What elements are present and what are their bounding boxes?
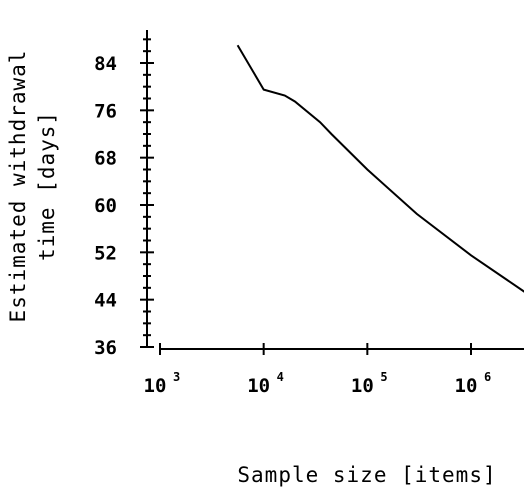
series-line-1 (236, 44, 524, 293)
y-tick-label-76: 76 (94, 100, 117, 122)
x-tick-base: 10 (247, 375, 270, 397)
x-tick-label-1e4: 10 4 (247, 370, 284, 397)
y-tick-label-36: 36 (94, 337, 117, 359)
plot-area (236, 44, 524, 293)
x-tick-base: 10 (351, 375, 374, 397)
y-tick-label-60: 60 (94, 195, 117, 217)
x-axis-label: Sample size [items] (237, 463, 496, 487)
x-tick-label-1e6: 10 6 (455, 370, 492, 397)
y-tick-label-52: 52 (94, 242, 117, 264)
y-axis-label-line-1: Estimated withdrawal (6, 50, 30, 323)
x-tick-base: 10 (455, 375, 478, 397)
x-tick-exponent: 6 (484, 370, 491, 384)
x-tick-exponent: 5 (380, 370, 387, 384)
y-tick-label-84: 84 (94, 53, 117, 75)
y-axis-label: Estimated withdrawal time [days] (6, 50, 59, 323)
y-tick-label-68: 68 (94, 148, 117, 170)
axes: 36 44 52 60 68 76 84 10 3 10 4 10 5 10 6 (94, 30, 524, 397)
x-tick-base: 10 (144, 375, 167, 397)
x-tick-label-1e3: 10 3 (144, 370, 181, 397)
x-tick-label-1e5: 10 5 (351, 370, 388, 397)
y-tick-label-44: 44 (94, 290, 117, 312)
x-tick-exponent: 3 (173, 370, 180, 384)
y-axis-label-line-2: time [days] (35, 111, 59, 261)
x-tick-exponent: 4 (277, 370, 284, 384)
